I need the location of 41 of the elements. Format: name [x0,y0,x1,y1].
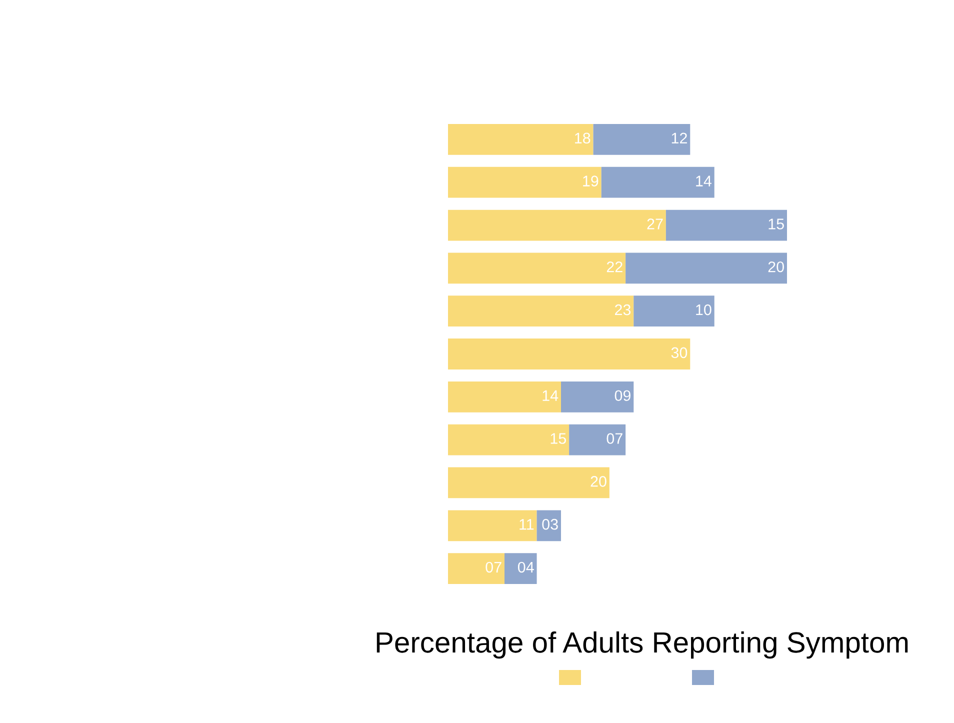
bar [448,381,561,412]
data-label: 03 [542,518,558,530]
bar [593,124,690,155]
data-label: 19 [583,176,598,186]
bar [448,166,602,198]
data-label: 14 [542,390,558,401]
bar [626,252,787,284]
data-label: 09 [614,390,630,402]
bar [601,166,714,198]
data-label: 20 [590,476,606,487]
data-label: 22 [606,261,622,272]
bar [448,296,634,327]
bar [504,553,537,584]
data-label: 07 [606,433,622,444]
data-label: 27 [647,218,663,230]
data-label: 20 [768,261,784,272]
bar [448,553,504,584]
bar [448,467,610,498]
data-label: 30 [671,347,688,358]
data-label: 15 [550,433,566,444]
bar [536,510,561,542]
data-label: 23 [615,304,631,316]
bar [666,210,787,241]
data-label: 11 [520,519,534,530]
data-label: 14 [696,176,712,186]
bar [448,252,626,284]
bar [569,424,626,456]
text: Percentage of Adults Reporting Symptom [376,631,908,659]
data-label: 07 [486,562,502,573]
data-label: 12 [672,132,687,144]
bar [448,338,690,370]
data-label: 15 [768,218,784,230]
bar [561,381,634,412]
bar [448,210,666,241]
bar [634,296,714,327]
data-label: 10 [696,304,712,316]
data-label: 18 [575,132,590,144]
data-label: 04 [518,562,534,573]
bar [448,510,537,542]
bar [448,424,570,456]
bar [448,124,594,155]
